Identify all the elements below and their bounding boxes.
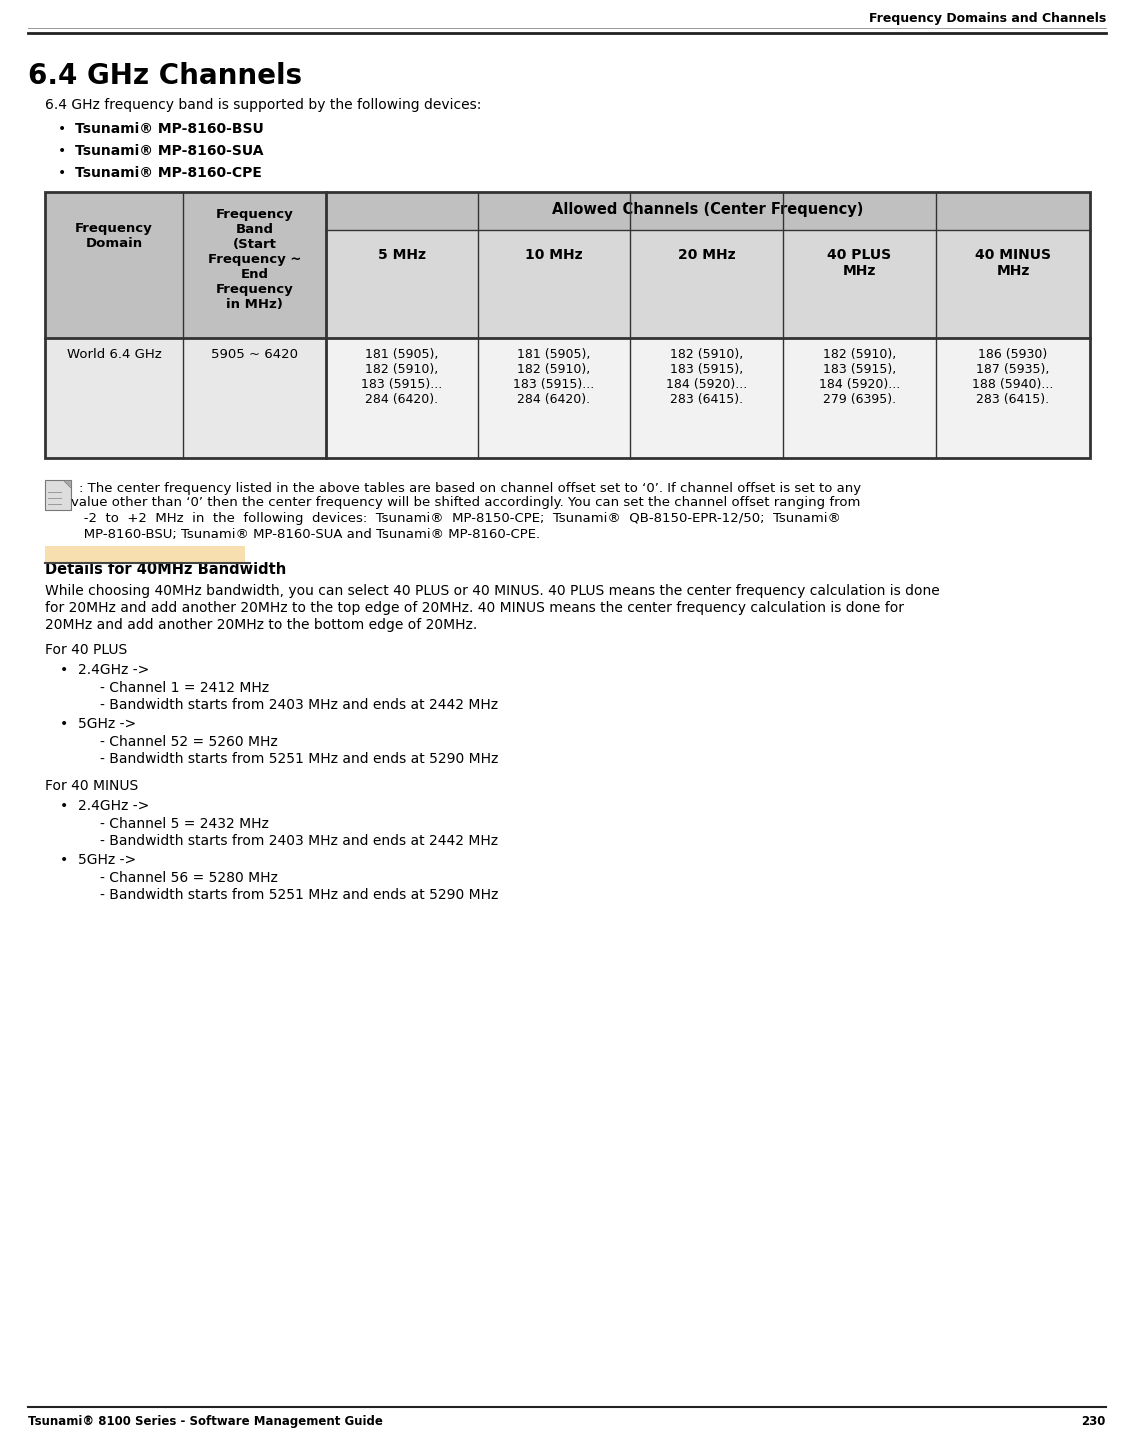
Text: 40 MINUS
MHz: 40 MINUS MHz <box>975 248 1051 278</box>
Text: 5GHz ->: 5GHz -> <box>78 717 136 730</box>
Bar <box>45 338 325 458</box>
Bar <box>45 546 245 564</box>
Text: Tsunami® 8100 Series - Software Management Guide: Tsunami® 8100 Series - Software Manageme… <box>28 1415 383 1428</box>
Text: •: • <box>60 663 68 677</box>
Text: Details for 40MHz Bandwidth: Details for 40MHz Bandwidth <box>45 561 286 577</box>
Text: 186 (5930)
187 (5935),
188 (5940)...
283 (6415).: 186 (5930) 187 (5935), 188 (5940)... 283… <box>972 348 1053 407</box>
Text: 182 (5910),
183 (5915),
184 (5920)...
283 (6415).: 182 (5910), 183 (5915), 184 (5920)... 28… <box>666 348 747 407</box>
Text: 181 (5905),
182 (5910),
183 (5915)...
284 (6420).: 181 (5905), 182 (5910), 183 (5915)... 28… <box>514 348 594 407</box>
Text: •: • <box>60 853 68 866</box>
Polygon shape <box>64 480 71 488</box>
Text: 20MHz and add another 20MHz to the bottom edge of 20MHz.: 20MHz and add another 20MHz to the botto… <box>45 619 477 632</box>
Text: •: • <box>58 166 66 180</box>
Text: Frequency
Band
(Start
Frequency ~
End
Frequency
in MHz): Frequency Band (Start Frequency ~ End Fr… <box>208 208 302 311</box>
Text: 10 MHz: 10 MHz <box>525 248 583 262</box>
Text: : The center frequency listed in the above tables are based on channel offset se: : The center frequency listed in the abo… <box>79 483 861 495</box>
Text: -2  to  +2  MHz  in  the  following  devices:  Tsunami®  MP-8150-CPE;  Tsunami® : -2 to +2 MHz in the following devices: T… <box>71 513 841 526</box>
Text: 6.4 GHz Channels: 6.4 GHz Channels <box>28 62 302 90</box>
Text: 2.4GHz ->: 2.4GHz -> <box>78 663 150 677</box>
Text: 5GHz ->: 5GHz -> <box>78 853 136 866</box>
Text: - Channel 52 = 5260 MHz: - Channel 52 = 5260 MHz <box>100 735 278 749</box>
Text: Allowed Channels (Center Frequency): Allowed Channels (Center Frequency) <box>552 202 864 218</box>
Text: •: • <box>58 122 66 136</box>
Text: for 20MHz and add another 20MHz to the top edge of 20MHz. 40 MINUS means the cen: for 20MHz and add another 20MHz to the t… <box>45 601 904 614</box>
Text: 5 MHz: 5 MHz <box>378 248 426 262</box>
Text: 181 (5905),
182 (5910),
183 (5915)...
284 (6420).: 181 (5905), 182 (5910), 183 (5915)... 28… <box>362 348 442 407</box>
Text: - Channel 5 = 2432 MHz: - Channel 5 = 2432 MHz <box>100 818 269 831</box>
Bar <box>45 480 71 510</box>
Text: Tsunami® MP-8160-BSU: Tsunami® MP-8160-BSU <box>75 122 264 136</box>
Text: - Bandwidth starts from 5251 MHz and ends at 5290 MHz: - Bandwidth starts from 5251 MHz and end… <box>100 752 498 766</box>
Text: 20 MHz: 20 MHz <box>678 248 735 262</box>
Text: •: • <box>58 145 66 158</box>
Text: - Channel 56 = 5280 MHz: - Channel 56 = 5280 MHz <box>100 871 278 885</box>
Text: For 40 PLUS: For 40 PLUS <box>45 643 127 657</box>
Text: 2.4GHz ->: 2.4GHz -> <box>78 799 150 813</box>
Bar <box>45 192 325 338</box>
Text: - Bandwidth starts from 2403 MHz and ends at 2442 MHz: - Bandwidth starts from 2403 MHz and end… <box>100 833 498 848</box>
Bar <box>45 192 1090 458</box>
Text: Tsunami® MP-8160-SUA: Tsunami® MP-8160-SUA <box>75 145 263 158</box>
Text: - Bandwidth starts from 5251 MHz and ends at 5290 MHz: - Bandwidth starts from 5251 MHz and end… <box>100 888 498 902</box>
Text: World 6.4 GHz: World 6.4 GHz <box>67 348 161 361</box>
Text: 5905 ~ 6420: 5905 ~ 6420 <box>211 348 298 361</box>
Text: - Bandwidth starts from 2403 MHz and ends at 2442 MHz: - Bandwidth starts from 2403 MHz and end… <box>100 697 498 712</box>
Text: •: • <box>60 717 68 730</box>
Text: For 40 MINUS: For 40 MINUS <box>45 779 138 793</box>
Text: 230: 230 <box>1082 1415 1106 1428</box>
Text: •: • <box>60 799 68 813</box>
Text: While choosing 40MHz bandwidth, you can select 40 PLUS or 40 MINUS. 40 PLUS mean: While choosing 40MHz bandwidth, you can … <box>45 584 940 599</box>
Text: 40 PLUS
MHz: 40 PLUS MHz <box>828 248 891 278</box>
Bar <box>325 231 1090 338</box>
Text: 6.4 GHz frequency band is supported by the following devices:: 6.4 GHz frequency band is supported by t… <box>45 97 481 112</box>
Bar <box>45 338 1090 458</box>
Text: value other than ‘0’ then the center frequency will be shifted accordingly. You : value other than ‘0’ then the center fre… <box>71 495 861 508</box>
Text: Frequency
Domain: Frequency Domain <box>75 222 153 251</box>
Text: Frequency Domains and Channels: Frequency Domains and Channels <box>869 11 1106 24</box>
Bar <box>325 192 1090 231</box>
Text: 182 (5910),
183 (5915),
184 (5920)...
279 (6395).: 182 (5910), 183 (5915), 184 (5920)... 27… <box>819 348 900 407</box>
Text: - Channel 1 = 2412 MHz: - Channel 1 = 2412 MHz <box>100 682 269 695</box>
Text: MP-8160-BSU; Tsunami® MP-8160-SUA and Tsunami® MP-8160-CPE.: MP-8160-BSU; Tsunami® MP-8160-SUA and Ts… <box>71 528 540 541</box>
Text: Tsunami® MP-8160-CPE: Tsunami® MP-8160-CPE <box>75 166 262 180</box>
